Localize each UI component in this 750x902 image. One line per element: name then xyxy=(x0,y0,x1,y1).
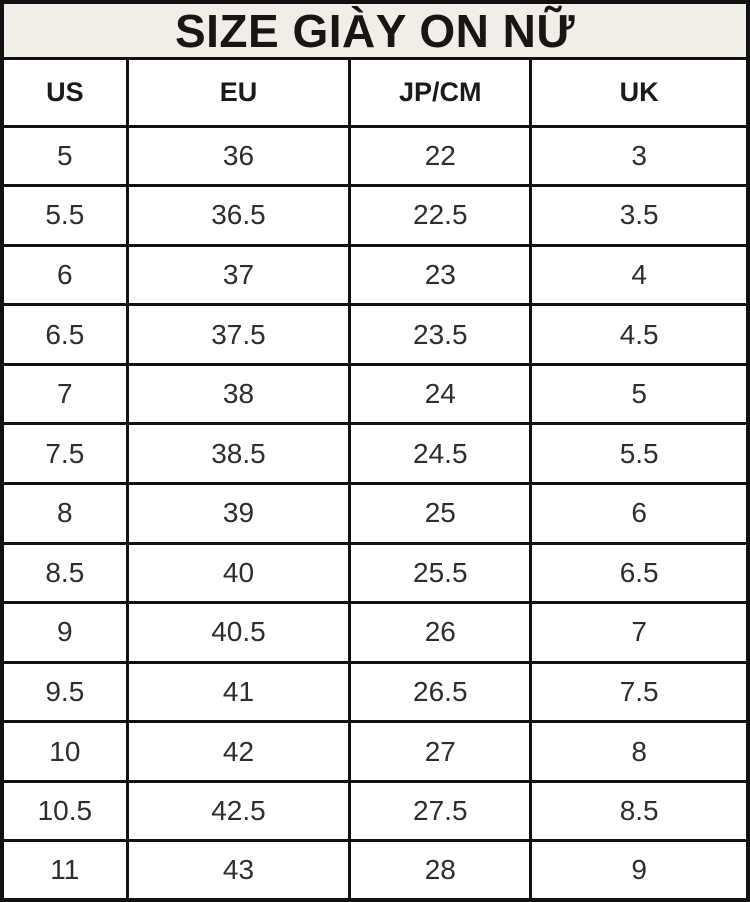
size-cell-us: 11 xyxy=(4,840,129,898)
size-cell-jp-cm: 26.5 xyxy=(349,662,533,724)
size-cell-jp-cm: 22 xyxy=(349,126,533,188)
size-cell-jp-cm: 28 xyxy=(349,840,533,898)
table-row: 8 39 25 6 xyxy=(4,483,746,545)
size-cell-eu: 42.5 xyxy=(127,781,352,843)
size-cell-jp-cm: 27 xyxy=(349,721,533,783)
size-cell-uk: 6 xyxy=(530,483,746,545)
size-cell-us: 5 xyxy=(4,126,129,188)
size-cell-jp-cm: 25 xyxy=(349,483,533,545)
size-cell-eu: 39 xyxy=(127,483,352,545)
table-row: 8.5 40 25.5 6.5 xyxy=(4,543,746,605)
table-row: 6.5 37.5 23.5 4.5 xyxy=(4,304,746,366)
size-cell-eu: 37 xyxy=(127,245,352,307)
size-cell-us: 10.5 xyxy=(4,781,129,843)
size-cell-us: 5.5 xyxy=(4,185,129,247)
size-cell-us: 6 xyxy=(4,245,129,307)
size-cell-uk: 4 xyxy=(530,245,746,307)
table-row: 9.5 41 26.5 7.5 xyxy=(4,662,746,724)
header-cell-eu: EU xyxy=(127,60,352,128)
size-cell-us: 8 xyxy=(4,483,129,545)
size-cell-uk: 7 xyxy=(530,602,746,664)
table-row: 6 37 23 4 xyxy=(4,245,746,307)
size-cell-eu: 37.5 xyxy=(127,304,352,366)
header-cell-uk: UK xyxy=(530,60,746,128)
size-cell-jp-cm: 24.5 xyxy=(349,423,533,485)
table-body: 5 36 22 3 5.5 36.5 22.5 3.5 6 37 23 4 6.5 37.5 23.5 4.5… xyxy=(4,126,746,898)
size-cell-us: 7.5 xyxy=(4,423,129,485)
size-cell-jp-cm: 22.5 xyxy=(349,185,533,247)
size-cell-eu: 36 xyxy=(127,126,352,188)
size-cell-uk: 5.5 xyxy=(530,423,746,485)
size-cell-eu: 38 xyxy=(127,364,352,426)
size-cell-jp-cm: 27.5 xyxy=(349,781,533,843)
size-cell-jp-cm: 25.5 xyxy=(349,543,533,605)
size-cell-jp-cm: 24 xyxy=(349,364,533,426)
size-cell-us: 9.5 xyxy=(4,662,129,724)
table-row: 5.5 36.5 22.5 3.5 xyxy=(4,185,746,247)
size-cell-jp-cm: 23 xyxy=(349,245,533,307)
header-cell-us: US xyxy=(4,60,129,128)
table-row: 7.5 38.5 24.5 5.5 xyxy=(4,423,746,485)
size-cell-uk: 5 xyxy=(530,364,746,426)
size-cell-uk: 7.5 xyxy=(530,662,746,724)
size-cell-us: 6.5 xyxy=(4,304,129,366)
size-cell-uk: 4.5 xyxy=(530,304,746,366)
size-cell-us: 7 xyxy=(4,364,129,426)
size-conversion-table: US EU JP/CM UK 5 36 22 3 5.5 36.5 22.5 3.5 6 37 23 4 6.… xyxy=(4,60,746,898)
table-row: 7 38 24 5 xyxy=(4,364,746,426)
size-cell-us: 8.5 xyxy=(4,543,129,605)
size-cell-uk: 3.5 xyxy=(530,185,746,247)
size-cell-uk: 9 xyxy=(530,840,746,898)
size-cell-eu: 38.5 xyxy=(127,423,352,485)
size-cell-eu: 42 xyxy=(127,721,352,783)
size-cell-jp-cm: 23.5 xyxy=(349,304,533,366)
table-row: 10 42 27 8 xyxy=(4,721,746,783)
header-row: US EU JP/CM UK xyxy=(4,60,746,128)
size-cell-eu: 40 xyxy=(127,543,352,605)
size-cell-us: 10 xyxy=(4,721,129,783)
size-cell-eu: 41 xyxy=(127,662,352,724)
size-cell-us: 9 xyxy=(4,602,129,664)
table-row: 10.5 42.5 27.5 8.5 xyxy=(4,781,746,843)
size-cell-eu: 40.5 xyxy=(127,602,352,664)
chart-title: SIZE GIÀY ON NỮ xyxy=(4,4,746,60)
table-row: 11 43 28 9 xyxy=(4,840,746,898)
size-cell-uk: 8 xyxy=(530,721,746,783)
table-row: 9 40.5 26 7 xyxy=(4,602,746,664)
size-cell-uk: 6.5 xyxy=(530,543,746,605)
size-cell-uk: 3 xyxy=(530,126,746,188)
size-cell-uk: 8.5 xyxy=(530,781,746,843)
size-cell-jp-cm: 26 xyxy=(349,602,533,664)
header-cell-jp-cm: JP/CM xyxy=(349,60,533,128)
size-cell-eu: 36.5 xyxy=(127,185,352,247)
table-row: 5 36 22 3 xyxy=(4,126,746,188)
size-cell-eu: 43 xyxy=(127,840,352,898)
